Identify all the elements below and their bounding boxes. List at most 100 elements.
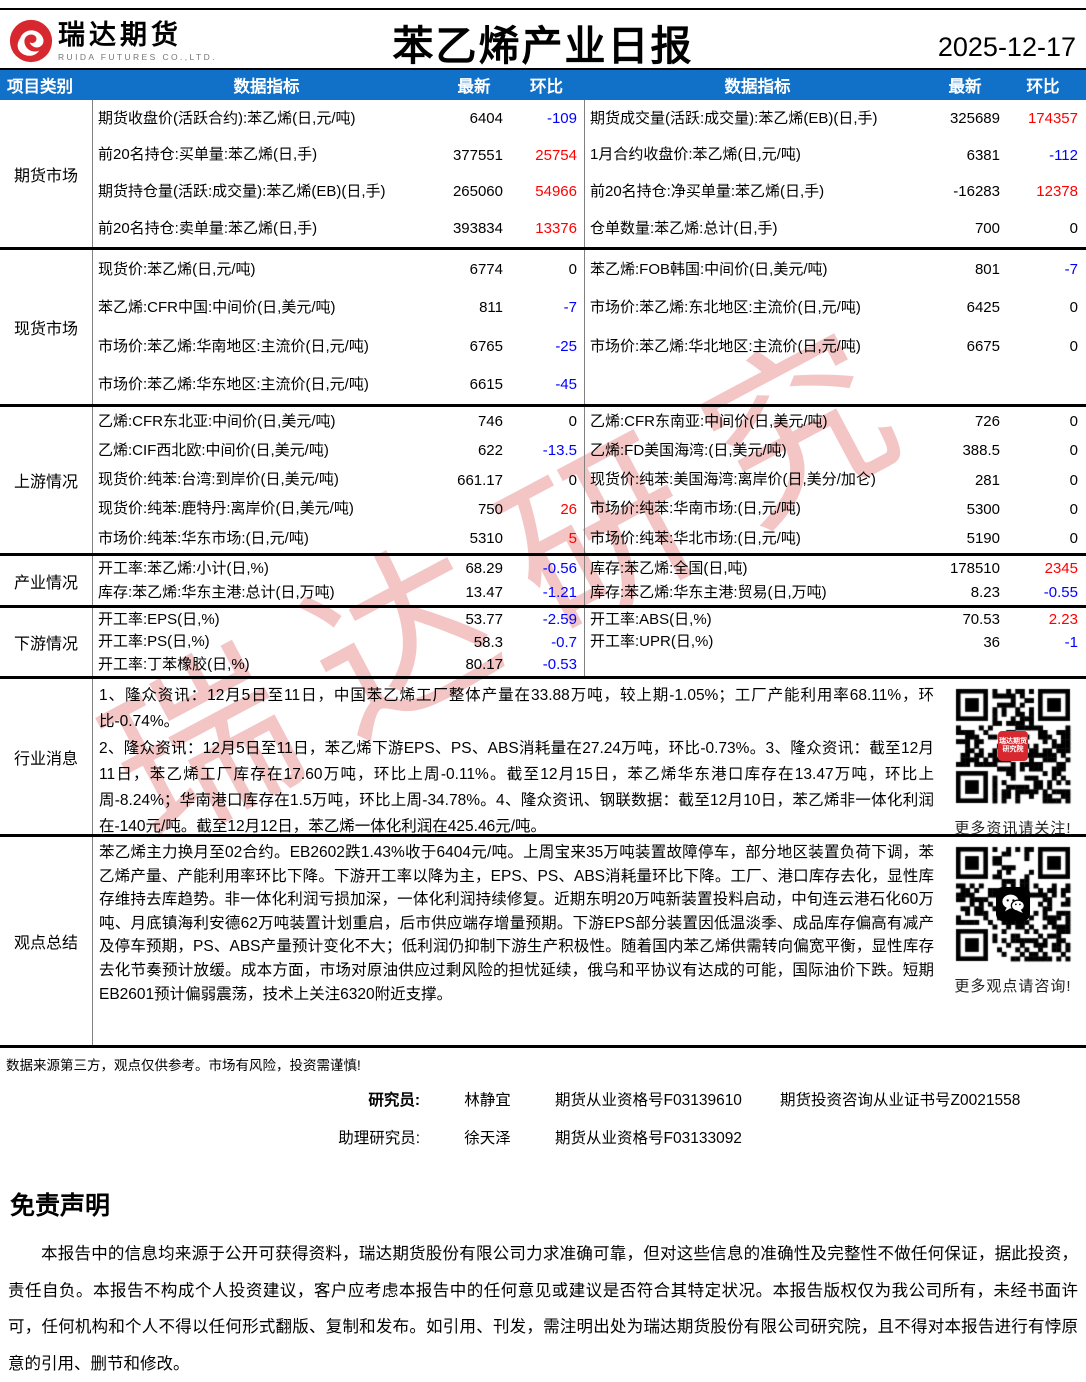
latest-value: 281 — [974, 471, 1000, 489]
chg-value: 0 — [1069, 220, 1078, 238]
wechat-icon — [996, 887, 1030, 921]
chg-value: 2345 — [1044, 559, 1078, 577]
news-qr-code: 瑞达期货 研究院 — [951, 684, 1075, 808]
table-row: 开工率:PS(日,%) 58.3 -0.7 — [93, 631, 584, 654]
chg-value: -25 — [555, 337, 577, 355]
chg-value: 2.23 — [1048, 610, 1078, 628]
latest-value: 6425 — [966, 299, 1000, 317]
chg-value: -0.55 — [1043, 584, 1078, 602]
chg-value: 0 — [568, 471, 577, 489]
indicator-label: 前20名持仓:买单量:苯乙烯(日,手) — [98, 146, 318, 164]
latest-value: 53.77 — [465, 610, 503, 628]
table-row: 现货价:纯苯:美国海湾:离岸价(日,美分/加仑) 281 0 — [585, 465, 1086, 494]
category-label: 下游情况 — [0, 608, 93, 676]
ruida-logo-icon — [9, 19, 53, 63]
latest-value: 178510 — [949, 559, 1000, 577]
table-half-left: 乙烯:CFR东北亚:中间价(日,美元/吨) 746 0 乙烯:CIF西北欧:中间价(日… — [93, 407, 585, 553]
table-row: 开工率:EPS(日,%) 53.77 -2.59 — [93, 608, 584, 631]
chg-value: -7 — [1064, 260, 1078, 278]
latest-value: 801 — [974, 260, 1000, 278]
indicator-label: 开工率:PS(日,%) — [98, 633, 210, 651]
indicator-label: 期货持仓量(活跃:成交量):苯乙烯(EB)(日,手) — [98, 183, 386, 201]
indicator-label: 市场价:纯苯:华东市场:(日,元/吨) — [98, 529, 309, 547]
indicator-label: 前20名持仓:卖单量:苯乙烯(日,手) — [98, 219, 318, 237]
latest-value: 80.17 — [465, 656, 503, 674]
table-row: 库存:苯乙烯:华东主港:总计(日,万吨) 13.47 -1.21 — [93, 581, 584, 606]
indicator-label: 苯乙烯:CFR中国:中间价(日,美元/吨) — [98, 299, 336, 316]
section-futures: 期货市场 期货收盘价(活跃合约):苯乙烯(日,元/吨) 6404 -109 前20名持仓… — [0, 100, 1086, 247]
chg-value: -1.21 — [542, 584, 577, 602]
indicator-label: 1月合约收盘价:苯乙烯(日,元/吨) — [590, 146, 801, 164]
viewpoint-text-wrap: 苯乙烯主力换月至02合约。EB2602跌1.43%收于6404元/吨。上周宝来3… — [93, 837, 940, 1045]
col-header-indicator-left: 数据指标 — [233, 78, 300, 96]
indicator-label: 市场价:苯乙烯:华北地区:主流价(日,元/吨) — [590, 337, 861, 355]
report-header: 瑞达期货 RUIDA FUTURES CO.,LTD. 苯乙烯产业日报 2025… — [0, 10, 1086, 69]
latest-value: 5310 — [469, 529, 503, 547]
industry-news-text: 1、隆众资讯：12月5日至11日，中国苯乙烯工厂整体产量在33.88万吨，较上期… — [93, 679, 940, 835]
chg-value: 0 — [1069, 337, 1078, 355]
table-half-left: 开工率:苯乙烯:小计(日,%) 68.29 -0.56 库存:苯乙烯:华东主港:总计(… — [93, 556, 585, 605]
latest-value: 622 — [477, 442, 503, 460]
table-row: 前20名持仓:卖单量:苯乙烯(日,手) 393834 13376 — [93, 210, 584, 247]
indicator-label: 开工率:EPS(日,%) — [98, 610, 220, 628]
assistant-cert1: 期货从业资格号F03133092 — [555, 1130, 742, 1147]
col-header-indicator-right: 数据指标 — [724, 78, 791, 96]
latest-value: 746 — [477, 413, 503, 431]
col-header-category: 项目类别 — [7, 78, 73, 96]
latest-value: -16283 — [953, 183, 1000, 201]
table-row: 乙烯:FD美国海湾:(日,美元/吨) 388.5 0 — [585, 436, 1086, 465]
latest-value: 36 — [983, 633, 1000, 651]
table-half-right: 开工率:ABS(日,%) 70.53 2.23 开工率:UPR(日,%) 36 -1 — [585, 608, 1086, 676]
report-page: 瑞达期货 RUIDA FUTURES CO.,LTD. 苯乙烯产业日报 2025… — [0, 8, 1086, 1373]
chg-value: -7 — [563, 299, 577, 317]
table-row: 市场价:纯苯:华东市场:(日,元/吨) 5310 5 — [93, 524, 584, 553]
latest-value: 661.17 — [457, 471, 503, 489]
table-row: 现货价:纯苯:鹿特丹:离岸价(日,美元/吨) 750 26 — [93, 495, 584, 524]
chg-value: 54966 — [535, 183, 577, 201]
col-header-latest-right: 最新 — [948, 78, 982, 96]
indicator-label: 库存:苯乙烯:华东主港:总计(日,万吨) — [98, 584, 335, 601]
latest-value: 6675 — [966, 337, 1000, 355]
chg-value: 0 — [1069, 299, 1078, 317]
indicator-label: 乙烯:CFR东南亚:中间价(日,美元/吨) — [590, 412, 828, 430]
table-row: 市场价:苯乙烯:华东地区:主流价(日,元/吨) 6615 -45 — [93, 366, 584, 405]
chg-value: 0 — [1069, 442, 1078, 460]
viewpoint-qr-column: 更多观点请咨询! — [940, 837, 1086, 1045]
chg-value: -112 — [1049, 146, 1078, 164]
viewpoint-text: 苯乙烯主力换月至02合约。EB2602跌1.43%收于6404元/吨。上周宝来3… — [99, 844, 934, 1003]
chg-value: 0 — [568, 413, 577, 431]
latest-value: 726 — [974, 413, 1000, 431]
section-spot: 现货市场 现货价:苯乙烯(日,元/吨) 6774 0 苯乙烯:CFR中国:中间价(日,美… — [0, 247, 1086, 404]
category-label: 期货市场 — [0, 100, 93, 247]
section-viewpoint-summary: 观点总结 苯乙烯主力换月至02合约。EB2602跌1.43%收于6404元/吨。… — [0, 834, 1086, 1048]
latest-value: 325689 — [949, 109, 1000, 127]
source-note: 数据来源第三方，观点仅供参考。市场有风险，投资需谨慎! — [6, 1058, 361, 1073]
table-row — [585, 653, 1086, 676]
table-half-left: 期货收盘价(活跃合约):苯乙烯(日,元/吨) 6404 -109 前20名持仓:买单量… — [93, 100, 585, 247]
section-downstream: 下游情况 开工率:EPS(日,%) 53.77 -2.59 开工率:PS(日,%) 58.… — [0, 605, 1086, 676]
top-rule — [0, 8, 1086, 10]
table-row: 苯乙烯:FOB韩国:中间价(日,美元/吨) 801 -7 — [585, 250, 1086, 289]
chg-value: 0 — [568, 260, 577, 278]
indicator-label: 乙烯:FD美国海湾:(日,美元/吨) — [590, 442, 787, 460]
table-row: 市场价:纯苯:华北市场:(日,元/吨) 5190 0 — [585, 524, 1086, 553]
news-paragraph: 2、隆众资讯：12月5日至11日，苯乙烯下游EPS、PS、ABS消耗量在27.2… — [99, 739, 934, 836]
table-row: 前20名持仓:买单量:苯乙烯(日,手) 377551 25754 — [93, 137, 584, 174]
latest-value: 6381 — [966, 146, 1000, 164]
table-row: 期货持仓量(活跃:成交量):苯乙烯(EB)(日,手) 265060 54966 — [93, 174, 584, 211]
table-row: 仓单数量:苯乙烯:总计(日,手) 700 0 — [585, 210, 1086, 247]
chg-value: 12378 — [1036, 183, 1078, 201]
indicator-label: 市场价:苯乙烯:华东地区:主流价(日,元/吨) — [98, 376, 369, 393]
researcher-row: 研究员: 林静宜 期货从业资格号F03139610 期货投资咨询从业证书号Z00… — [0, 1088, 1086, 1110]
table-row: 开工率:ABS(日,%) 70.53 2.23 — [585, 608, 1086, 631]
category-label: 现货市场 — [0, 250, 93, 404]
chg-value: -2.59 — [542, 610, 577, 628]
indicator-label: 期货成交量(活跃:成交量):苯乙烯(EB)(日,手) — [590, 109, 878, 127]
news-qr-caption: 更多资讯请关注! — [954, 820, 1072, 837]
brand-block: 瑞达期货 RUIDA FUTURES CO.,LTD. — [8, 18, 217, 64]
latest-value: 6774 — [469, 260, 503, 278]
latest-value: 700 — [974, 220, 1000, 238]
category-label: 行业消息 — [0, 679, 93, 834]
chg-value: -13.5 — [542, 442, 577, 460]
indicator-label: 乙烯:CIF西北欧:中间价(日,美元/吨) — [98, 442, 329, 460]
